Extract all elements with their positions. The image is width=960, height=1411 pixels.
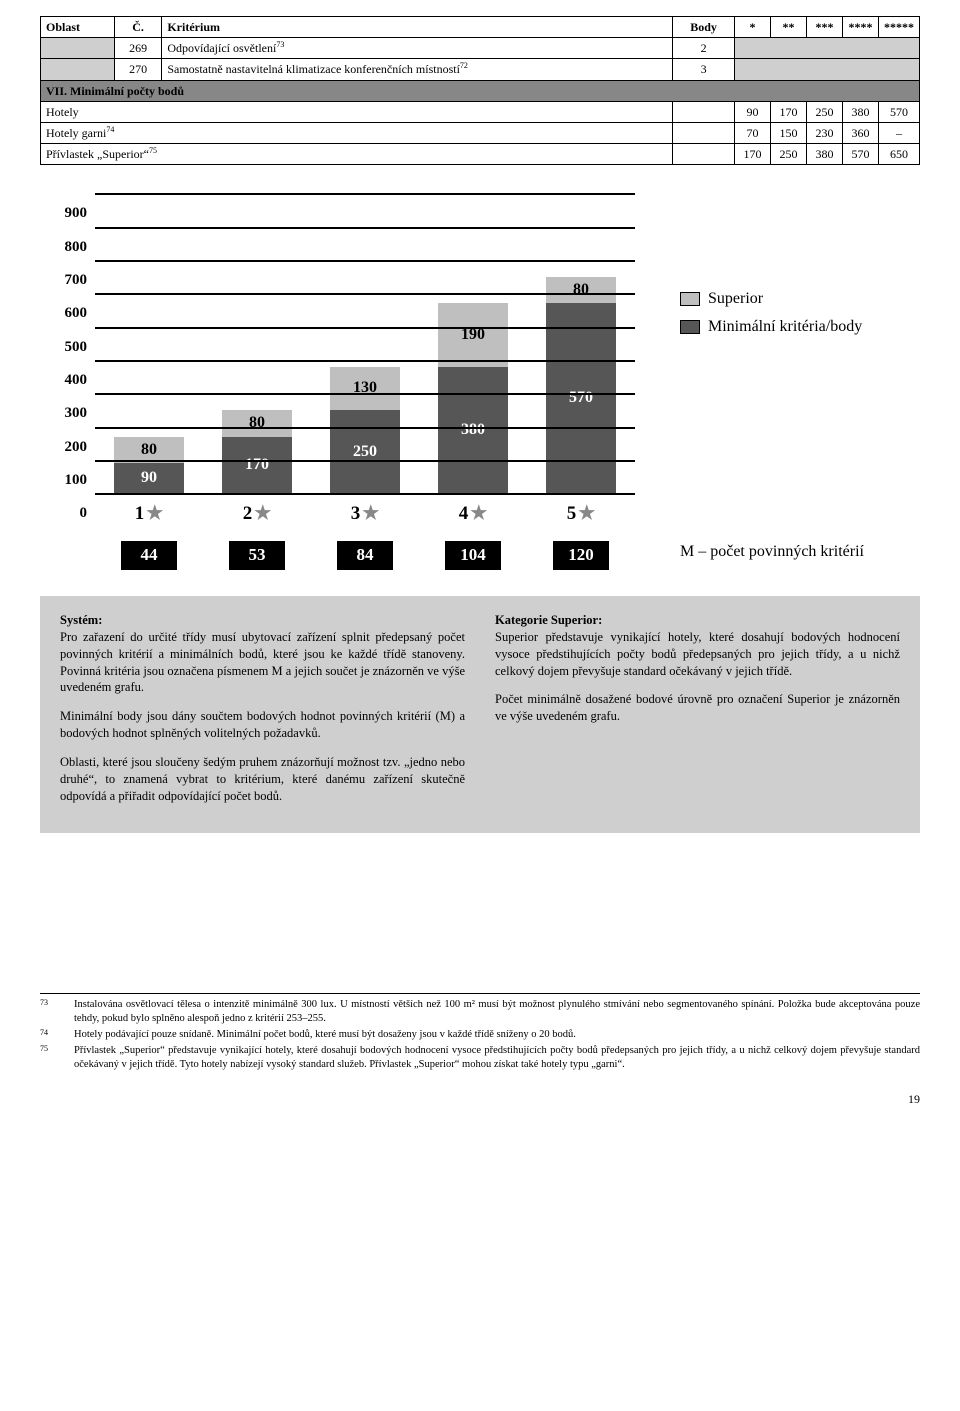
superior-heading: Kategorie Superior:	[495, 613, 602, 627]
col-star3: ***	[807, 17, 843, 38]
table-body: 269Odpovídající osvětlení732270Samostatn…	[41, 38, 920, 165]
system-p1: Pro zařazení do určité třídy musí ubytov…	[60, 630, 465, 695]
bar-column: 380190	[438, 303, 508, 493]
bar-segment-min: 380	[438, 367, 508, 494]
y-axis-label: 300	[65, 403, 88, 423]
m-value-box: 44	[121, 541, 177, 570]
col-c: Č.	[114, 17, 162, 38]
x-axis-label: 1★	[135, 501, 164, 527]
y-axis-label: 700	[65, 270, 88, 290]
col-star2: **	[771, 17, 807, 38]
legend-swatch-superior	[680, 292, 700, 306]
section-heading-row: VII. Minimální počty bodů	[41, 80, 920, 101]
superior-p1: Superior představuje vynikající hotely, …	[495, 630, 900, 678]
gridline	[95, 227, 635, 229]
explanation-left: Systém: Pro zařazení do určité třídy mus…	[60, 612, 465, 817]
system-p2: Minimální body jsou dány součtem bodovýc…	[60, 708, 465, 742]
bar-segment-sup: 80	[222, 410, 292, 437]
y-axis-label: 900	[65, 203, 88, 223]
table-row: Hotely90170250380570	[41, 101, 920, 122]
bar-segment-min: 90	[114, 463, 184, 493]
legend-item-superior: Superior	[680, 288, 862, 310]
bar-segment-sup: 190	[438, 303, 508, 366]
gridline	[95, 493, 635, 495]
legend-swatch-min	[680, 320, 700, 334]
m-value-box: 84	[337, 541, 393, 570]
gridline	[95, 393, 635, 395]
table-row: 270Samostatně nastavitelná klimatizace k…	[41, 59, 920, 80]
y-axis-label: 0	[80, 503, 88, 523]
col-kriterium: Kritérium	[162, 17, 673, 38]
chart-legend: Superior Minimální kritéria/body	[680, 288, 862, 343]
x-axis-label: 2★	[243, 501, 272, 527]
m-value-box: 53	[229, 541, 285, 570]
y-axis-label: 200	[65, 437, 88, 457]
star-icon: ★	[254, 501, 271, 527]
y-axis-label: 400	[65, 370, 88, 390]
star-icon: ★	[146, 501, 163, 527]
chart-xlabels: 1★ 2★ 3★ 4★ 5★	[95, 501, 635, 527]
bar-column: 17080	[222, 410, 292, 493]
x-axis-label: 3★	[351, 501, 380, 527]
gridline	[95, 260, 635, 262]
m-value-box: 104	[445, 541, 501, 570]
footnote: 74Hotely podávající pouze snídaně. Minim…	[40, 1028, 920, 1042]
gridline	[95, 427, 635, 429]
system-p3: Oblasti, které jsou sloučeny šedým pruhe…	[60, 754, 465, 805]
m-value-box: 120	[553, 541, 609, 570]
col-star5: *****	[879, 17, 920, 38]
gridline	[95, 327, 635, 329]
star-icon: ★	[362, 501, 379, 527]
col-star4: ****	[843, 17, 879, 38]
chart-m-label: M – počet povinných kritérií	[680, 541, 864, 563]
col-body: Body	[673, 17, 735, 38]
bar-segment-min: 570	[546, 303, 616, 493]
table-row: 269Odpovídající osvětlení732	[41, 38, 920, 59]
y-axis-label: 600	[65, 303, 88, 323]
superior-p2: Počet minimálně dosažené bodové úrovně p…	[495, 691, 900, 725]
chart-bars: 90801708025013038019057080	[95, 193, 635, 493]
legend-label-superior: Superior	[708, 288, 763, 310]
bar-column: 9080	[114, 437, 184, 494]
star-icon: ★	[578, 501, 595, 527]
bar-column: 250130	[330, 367, 400, 494]
table-row: Hotely garni7470150230360–	[41, 122, 920, 143]
y-axis-label: 500	[65, 337, 88, 357]
chart: 90801708025013038019057080 0100200300400…	[40, 193, 920, 570]
col-star1: *	[735, 17, 771, 38]
legend-label-min: Minimální kritéria/body	[708, 316, 862, 338]
legend-item-min: Minimální kritéria/body	[680, 316, 862, 338]
bar-segment-min: 170	[222, 437, 292, 494]
bar-segment-sup: 80	[546, 277, 616, 304]
criteria-table: Oblast Č. Kritérium Body * ** *** **** *…	[40, 16, 920, 165]
explanation-block: Systém: Pro zařazení do určité třídy mus…	[40, 596, 920, 833]
explanation-right: Kategorie Superior: Superior představuje…	[495, 612, 900, 817]
page-number: 19	[40, 1091, 920, 1107]
gridline	[95, 193, 635, 195]
chart-m-values: 44 53 84 104 120	[95, 541, 635, 570]
x-axis-label: 4★	[459, 501, 488, 527]
footnotes: 73Instalována osvětlovací tělesa o inten…	[40, 993, 920, 1073]
gridline	[95, 360, 635, 362]
y-axis-label: 800	[65, 237, 88, 257]
footnote: 73Instalována osvětlovací tělesa o inten…	[40, 998, 920, 1026]
col-oblast: Oblast	[41, 17, 115, 38]
gridline	[95, 293, 635, 295]
y-axis-label: 100	[65, 470, 88, 490]
star-icon: ★	[470, 501, 487, 527]
system-heading: Systém:	[60, 613, 102, 627]
chart-axis-area: 90801708025013038019057080 0100200300400…	[95, 193, 635, 493]
footnote: 75Přívlastek „Superior“ představuje vyni…	[40, 1044, 920, 1072]
bar-segment-min: 250	[330, 410, 400, 493]
gridline	[95, 460, 635, 462]
table-header: Oblast Č. Kritérium Body * ** *** **** *…	[41, 17, 920, 38]
x-axis-label: 5★	[567, 501, 596, 527]
table-row: Přívlastek „Superior“75170250380570650	[41, 144, 920, 165]
bar-segment-sup: 130	[330, 367, 400, 410]
